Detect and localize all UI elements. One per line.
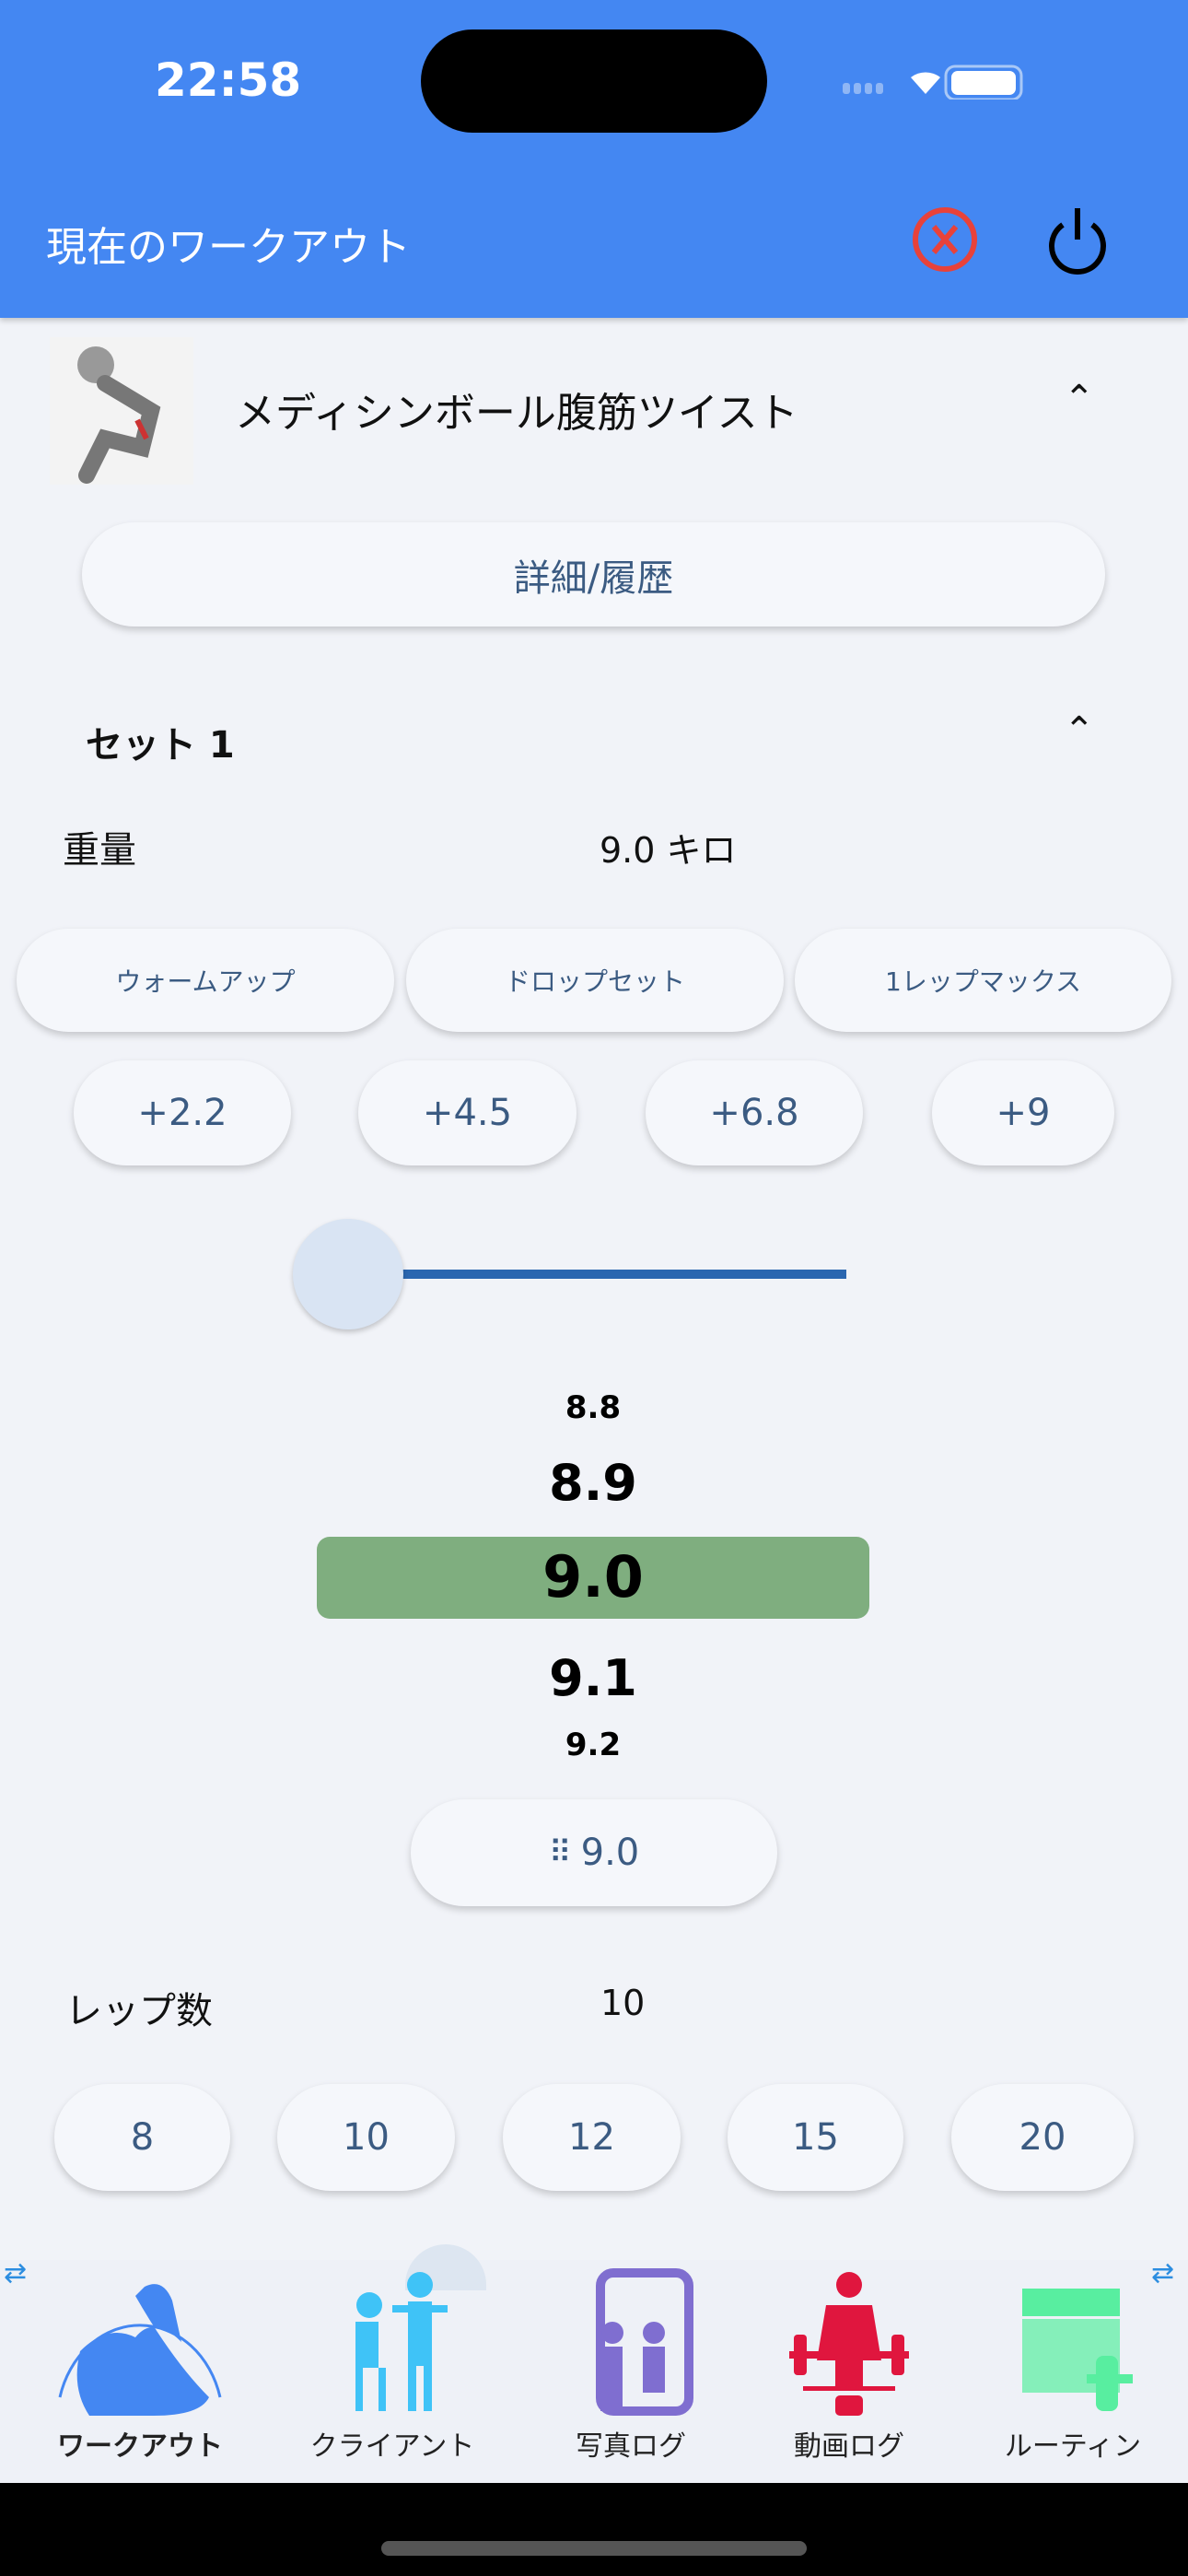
details-history-button[interactable]: 詳細/履歴 bbox=[82, 522, 1105, 626]
calendar-dumbbell-icon bbox=[1022, 2289, 1133, 2411]
picker-item[interactable]: 8.8 bbox=[565, 1389, 622, 1426]
page-title: 現在のワークアウト bbox=[46, 224, 411, 271]
bottom-nav bbox=[0, 2260, 1188, 2483]
weightlifter-video-icon bbox=[789, 2272, 909, 2416]
exercise-name: メディシンボール腹筋ツイスト bbox=[235, 390, 798, 437]
rep-option-button[interactable]: 12 bbox=[503, 2084, 681, 2191]
power-icon[interactable] bbox=[1042, 205, 1112, 275]
weight-slider-track[interactable] bbox=[348, 1270, 846, 1279]
battery-icon bbox=[951, 71, 1016, 95]
increment-button[interactable]: +4.5 bbox=[358, 1060, 577, 1165]
increment-button[interactable]: +2.2 bbox=[74, 1060, 291, 1165]
mirror-photo-icon bbox=[596, 2268, 693, 2416]
home-indicator-area bbox=[0, 2483, 1188, 2576]
circle-x-icon[interactable] bbox=[910, 205, 980, 275]
exercise-thumbnail[interactable] bbox=[50, 337, 193, 485]
rep-option-button[interactable]: 20 bbox=[951, 2084, 1134, 2191]
status-icons bbox=[843, 64, 1023, 100]
wifi-icon bbox=[911, 72, 940, 94]
rep-option-button[interactable]: 10 bbox=[277, 2084, 455, 2191]
chevron-up-icon[interactable]: ⌃ bbox=[1064, 378, 1095, 420]
picker-item-selected[interactable]: 9.0 bbox=[542, 1543, 644, 1610]
bicep-icon bbox=[58, 2284, 222, 2416]
trainer-client-icon bbox=[355, 2272, 448, 2411]
keypad-value: 9.0 bbox=[580, 1832, 640, 1874]
set-chevron-up-icon[interactable]: ⌃ bbox=[1064, 709, 1095, 752]
picker-item[interactable]: 9.2 bbox=[565, 1727, 622, 1763]
weight-value: 9.0 キロ bbox=[600, 830, 737, 871]
nav-item-routines[interactable]: ルーティン bbox=[962, 2268, 1183, 2471]
picker-item[interactable]: 9.1 bbox=[549, 1649, 637, 1707]
nav-label: クライアント bbox=[309, 2430, 475, 2463]
home-indicator[interactable] bbox=[381, 2541, 807, 2556]
picker-selection bbox=[317, 1537, 869, 1619]
nav-item-clients[interactable]: クライアント bbox=[282, 2268, 503, 2471]
nav-item-workout[interactable]: ワークアウト bbox=[29, 2268, 250, 2471]
weight-label: 重量 bbox=[63, 829, 136, 872]
picker-item[interactable]: 8.9 bbox=[549, 1454, 637, 1512]
nav-item-photo-log[interactable]: 写真ログ bbox=[520, 2268, 741, 2471]
scroll-arrows-icon[interactable]: ⇄ bbox=[1151, 2257, 1175, 2289]
one-rep-max-button[interactable]: 1レップマックス bbox=[795, 929, 1171, 1032]
weight-slider-thumb[interactable] bbox=[293, 1219, 403, 1329]
keypad-icon: ⠿ bbox=[548, 1834, 572, 1871]
nav-label: 動画ログ bbox=[794, 2430, 904, 2463]
nav-item-video-log[interactable]: 動画ログ bbox=[739, 2268, 960, 2471]
status-time: 22:58 bbox=[155, 53, 302, 107]
scroll-arrows-icon[interactable]: ⇄ bbox=[4, 2257, 28, 2289]
set-title: セット 1 bbox=[86, 724, 235, 767]
dropset-button[interactable]: ドロップセット bbox=[406, 929, 784, 1032]
keypad-button[interactable]: ⠿ 9.0 bbox=[411, 1799, 777, 1906]
increment-button[interactable]: +9 bbox=[932, 1060, 1114, 1165]
warmup-button[interactable]: ウォームアップ bbox=[17, 929, 394, 1032]
rep-option-button[interactable]: 8 bbox=[54, 2084, 230, 2191]
rep-option-button[interactable]: 15 bbox=[728, 2084, 903, 2191]
dynamic-island bbox=[421, 29, 767, 133]
nav-label: ルーティン bbox=[1004, 2430, 1142, 2463]
reps-label: レップ数 bbox=[65, 1990, 213, 2032]
nav-label: 写真ログ bbox=[576, 2430, 686, 2463]
reps-value: 10 bbox=[600, 1983, 646, 2023]
increment-button[interactable]: +6.8 bbox=[646, 1060, 863, 1165]
nav-label: ワークアウト bbox=[57, 2430, 223, 2463]
